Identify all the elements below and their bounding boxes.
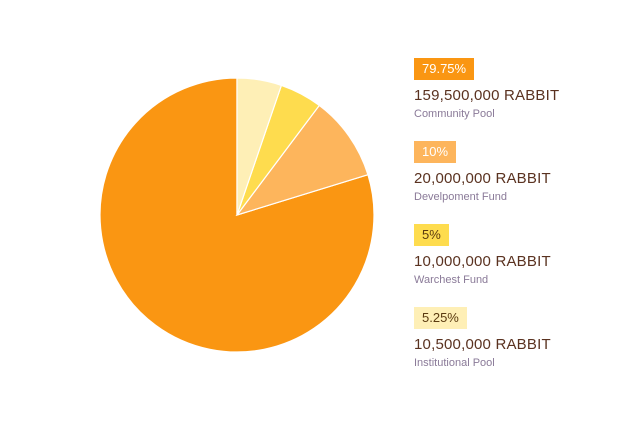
pie-slice-development-fund: [235, 104, 369, 217]
token-amount: 159,500,000 RABBIT: [414, 87, 560, 104]
percent-badge: 5.25%: [414, 307, 467, 329]
legend-item-institutional-pool: 5.25% 10,500,000 RABBIT Institutional Po…: [414, 307, 634, 369]
legend-item-community-pool: 79.75% 159,500,000 RABBIT Community Pool: [414, 58, 634, 120]
percent-badge: 79.75%: [414, 58, 475, 80]
token-amount: 10,000,000 RABBIT: [414, 253, 551, 270]
token-amount: 20,000,000 RABBIT: [414, 170, 551, 187]
percent-badge: 10%: [414, 141, 457, 163]
pie-slice-institutional-pool: [236, 77, 283, 216]
percent-badge: 5%: [414, 224, 449, 246]
legend-item-development-fund: 10% 20,000,000 RABBIT Develpoment Fund: [414, 141, 634, 203]
allocation-label: Develpoment Fund: [414, 191, 507, 203]
legend-item-warchest-fund: 5% 10,000,000 RABBIT Warchest Fund: [414, 224, 634, 286]
allocation-label: Warchest Fund: [414, 274, 489, 286]
allocation-label: Institutional Pool: [414, 357, 495, 369]
token-amount: 10,500,000 RABBIT: [414, 336, 551, 353]
allocation-label: Community Pool: [414, 108, 495, 120]
